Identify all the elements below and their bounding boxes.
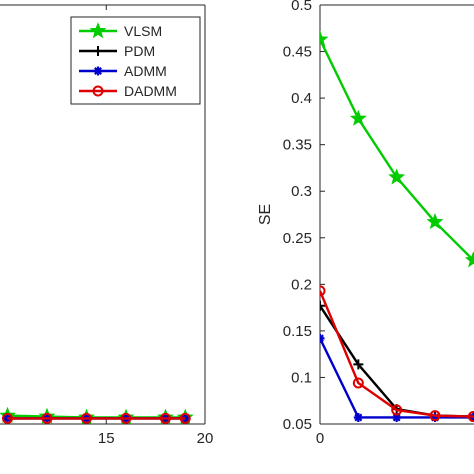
y-tick-label: 0.1	[291, 369, 312, 386]
y-tick-label: 0.2	[291, 276, 312, 293]
right-chart-panel: 050.050.10.150.20.250.30.350.40.450.5SE	[257, 0, 474, 447]
series-vlsm	[320, 30, 474, 268]
legend-item-dadmm: DADMM	[79, 83, 177, 99]
data-point-dadmm	[352, 377, 364, 389]
series-dadmm	[2, 412, 191, 424]
data-point-vlsm	[349, 109, 367, 126]
data-point-vlsm	[388, 168, 406, 185]
data-point-dadmm	[179, 412, 191, 424]
x-tick-label: 15	[98, 430, 115, 447]
y-tick-label: 0.45	[283, 44, 312, 61]
data-point-admm	[392, 412, 402, 422]
legend: VLSM PDM ADMM DADMM	[70, 16, 201, 105]
data-point-dadmm	[391, 404, 403, 416]
y-tick-label: 0.5	[291, 0, 312, 14]
legend-label: DADMM	[124, 83, 177, 99]
axes-frame	[319, 4, 474, 425]
legend-label: PDM	[124, 43, 155, 59]
legend-marker-pdm	[93, 46, 103, 56]
plot-area	[0, 406, 194, 424]
legend-item-admm: ADMM	[79, 63, 167, 79]
axes-frame	[0, 4, 206, 425]
data-point-vlsm	[426, 213, 444, 230]
y-tick-label: 0.35	[283, 137, 312, 154]
series-line-pdm	[320, 305, 474, 418]
y-axis-label: SE	[257, 204, 274, 225]
y-tick-label: 0.3	[291, 183, 312, 200]
data-point-dadmm	[429, 410, 441, 422]
data-point-dadmm	[320, 285, 326, 297]
data-point-dadmm	[467, 411, 474, 423]
data-point-pdm	[320, 300, 325, 311]
legend-item-pdm: PDM	[79, 43, 155, 59]
y-tick-label: 0.4	[291, 90, 312, 107]
series-line-vlsm	[320, 38, 474, 263]
series-dadmm	[320, 285, 474, 423]
legend-marker-admm	[93, 66, 103, 76]
data-point-dadmm	[41, 412, 53, 424]
series-line-dadmm	[320, 290, 474, 418]
legend-marker-dadmm	[92, 85, 104, 97]
data-point-dadmm	[2, 412, 13, 424]
legend-item-vlsm: VLSM	[79, 22, 162, 39]
x-tick-label: 0	[316, 430, 324, 447]
x-tick-label: 20	[197, 430, 214, 447]
y-tick-label: 0.05	[283, 416, 312, 433]
data-point-admm	[430, 412, 440, 422]
data-point-dadmm	[160, 412, 171, 424]
data-point-pdm	[353, 359, 364, 370]
series-pdm	[320, 300, 474, 422]
legend-label: VLSM	[124, 23, 162, 39]
legend-label: ADMM	[124, 63, 167, 79]
left-chart-panel: 15 20 VLSM PDM ADMM DADMM	[0, 4, 214, 447]
data-point-admm	[353, 412, 363, 422]
legend-marker-vlsm	[89, 22, 107, 39]
plot-area	[320, 30, 474, 423]
y-tick-label: 0.25	[283, 230, 312, 247]
data-point-dadmm	[120, 412, 132, 424]
data-point-dadmm	[81, 412, 92, 424]
data-point-vlsm	[320, 30, 329, 47]
y-tick-label: 0.15	[283, 323, 312, 340]
data-point-vlsm	[464, 251, 474, 268]
data-point-admm	[320, 333, 325, 343]
